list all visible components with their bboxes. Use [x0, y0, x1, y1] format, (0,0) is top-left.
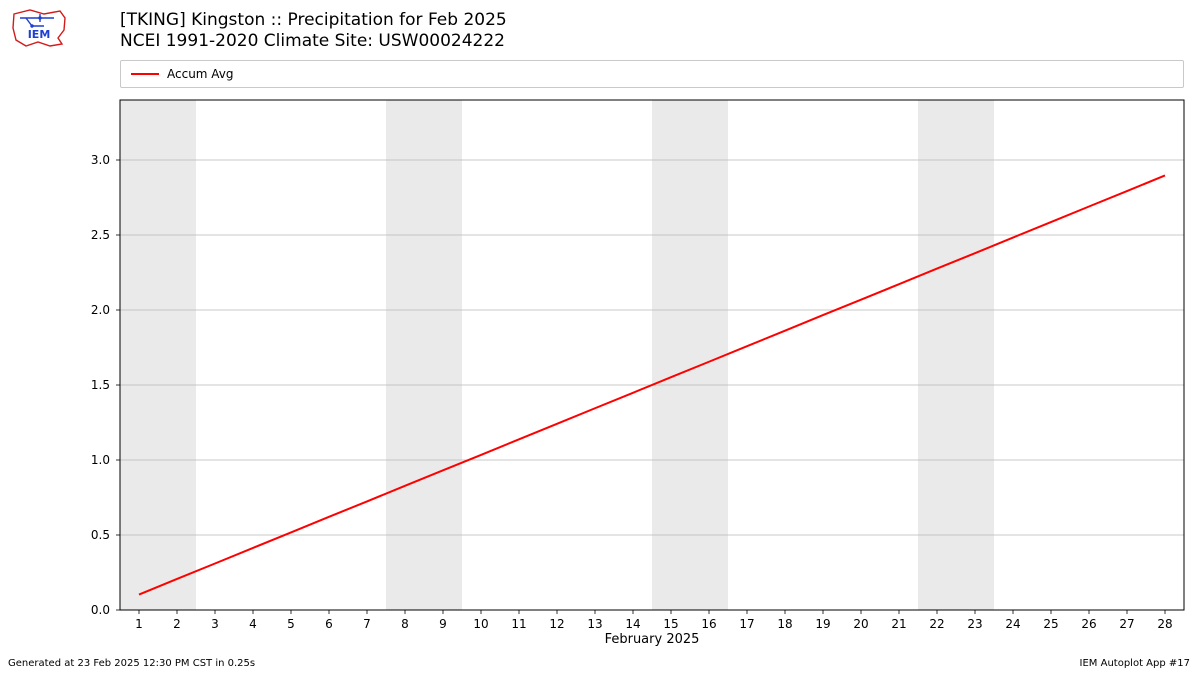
weekend-band [120, 100, 196, 610]
x-tick-label: 17 [739, 617, 754, 631]
x-tick-label: 18 [777, 617, 792, 631]
y-tick-label: 0.5 [91, 528, 110, 542]
x-tick-label: 10 [473, 617, 488, 631]
x-tick-label: 5 [287, 617, 295, 631]
x-tick-label: 20 [853, 617, 868, 631]
title-line-2: NCEI 1991-2020 Climate Site: USW00024222 [120, 31, 507, 52]
x-tick-label: 13 [587, 617, 602, 631]
x-tick-label: 22 [929, 617, 944, 631]
y-tick-label: 2.5 [91, 228, 110, 242]
weekend-band [652, 100, 728, 610]
x-tick-label: 23 [967, 617, 982, 631]
page: IEM [TKING] Kingston :: Precipitation fo… [0, 0, 1200, 675]
x-tick-label: 16 [701, 617, 716, 631]
x-tick-label: 21 [891, 617, 906, 631]
chart-title: [TKING] Kingston :: Precipitation for Fe… [120, 10, 507, 53]
title-line-1: [TKING] Kingston :: Precipitation for Fe… [120, 10, 507, 31]
x-tick-label: 27 [1119, 617, 1134, 631]
y-tick-label: 1.5 [91, 378, 110, 392]
y-tick-label: 1.0 [91, 453, 110, 467]
y-tick-label: 2.0 [91, 303, 110, 317]
x-tick-label: 26 [1081, 617, 1096, 631]
legend-label: Accum Avg [167, 67, 234, 81]
x-tick-label: 12 [549, 617, 564, 631]
y-tick-label: 0.0 [91, 603, 110, 617]
x-tick-label: 1 [135, 617, 143, 631]
x-tick-label: 6 [325, 617, 333, 631]
x-tick-label: 28 [1157, 617, 1172, 631]
y-axis-label: Precipitation [inch] [78, 0, 93, 100]
x-tick-label: 9 [439, 617, 447, 631]
x-axis-label: February 2025 [120, 632, 1184, 647]
x-tick-label: 8 [401, 617, 409, 631]
legend-line-icon [131, 73, 159, 75]
iem-logo: IEM [10, 8, 68, 48]
x-tick-label: 4 [249, 617, 257, 631]
footer-app: IEM Autoplot App #17 [1080, 658, 1190, 669]
x-tick-label: 2 [173, 617, 181, 631]
x-tick-label: 7 [363, 617, 371, 631]
weekend-band [918, 100, 994, 610]
x-tick-label: 11 [511, 617, 526, 631]
chart-svg: 1234567891011121314151617181920212223242… [120, 100, 1184, 610]
footer-generated: Generated at 23 Feb 2025 12:30 PM CST in… [8, 658, 255, 669]
x-tick-label: 14 [625, 617, 640, 631]
svg-text:IEM: IEM [28, 28, 51, 41]
x-tick-label: 24 [1005, 617, 1020, 631]
legend: Accum Avg [120, 60, 1184, 88]
chart-area: 1234567891011121314151617181920212223242… [120, 100, 1184, 610]
x-tick-label: 15 [663, 617, 678, 631]
x-tick-label: 19 [815, 617, 830, 631]
x-tick-label: 25 [1043, 617, 1058, 631]
x-tick-label: 3 [211, 617, 219, 631]
weekend-band [386, 100, 462, 610]
y-tick-label: 3.0 [91, 153, 110, 167]
